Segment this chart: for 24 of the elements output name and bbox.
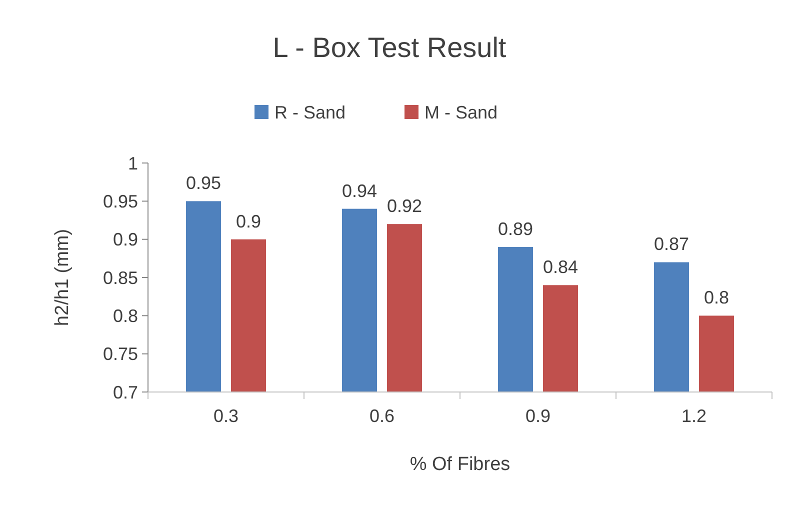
data-label: 0.87 (654, 234, 690, 254)
y-tick-label: 0.85 (102, 268, 138, 288)
x-tick-label: 1.2 (681, 406, 707, 426)
data-label: 0.8 (704, 288, 730, 308)
x-tick-label: 0.6 (369, 406, 395, 426)
x-tick-label: 0.9 (525, 406, 551, 426)
x-axis-title: % Of Fibres (410, 454, 510, 475)
chart-title: L - Box Test Result (272, 32, 506, 63)
data-label: 0.9 (236, 211, 262, 232)
legend-label: M - Sand (424, 102, 498, 122)
y-tick-label: 1 (128, 153, 138, 174)
y-tick-label: 0.95 (102, 191, 138, 212)
y-axis-title: h2/h1 (mm) (52, 228, 73, 326)
data-label: 0.84 (542, 257, 578, 278)
y-tick-label: 0.9 (112, 230, 138, 250)
data-label: 0.89 (498, 218, 534, 239)
y-tick-label: 0.7 (112, 382, 138, 402)
y-tick-label: 0.75 (102, 344, 138, 364)
legend-label: R - Sand (274, 102, 346, 122)
data-label: 0.95 (186, 173, 222, 194)
y-tick-label: 0.8 (112, 306, 138, 326)
x-tick-label: 0.3 (213, 406, 239, 426)
data-label: 0.92 (386, 196, 422, 216)
data-label: 0.94 (342, 180, 378, 201)
